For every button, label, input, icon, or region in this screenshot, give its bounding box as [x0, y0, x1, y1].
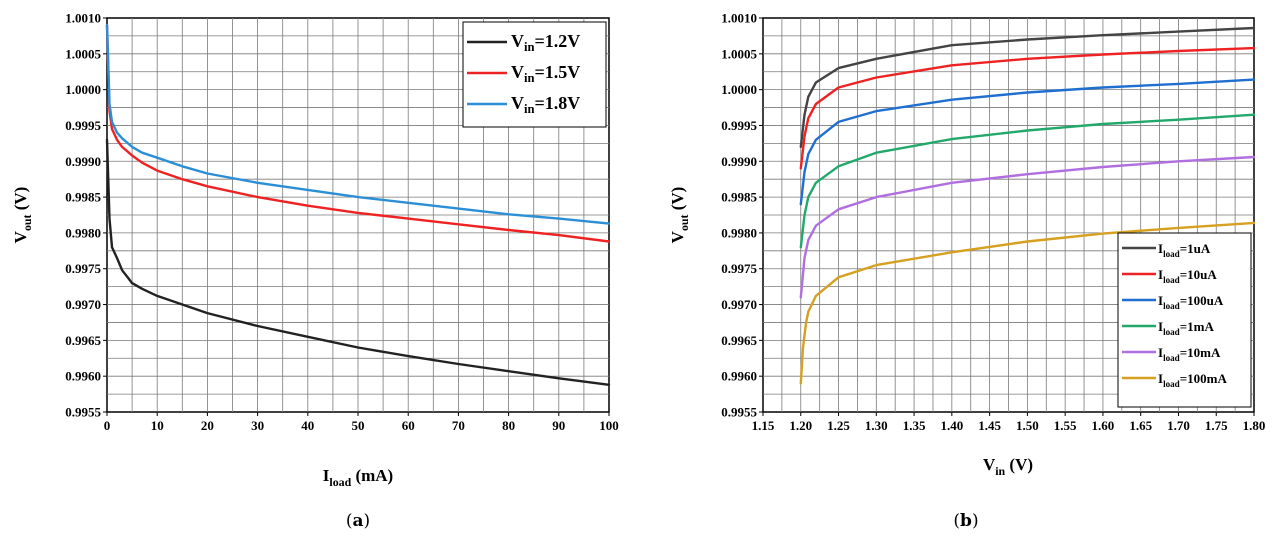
- y-tick-label: 1.0010: [65, 11, 101, 26]
- series-group-b: [799, 26, 1256, 385]
- y-tick-label: 0.9985: [721, 190, 757, 205]
- x-tick-label: 40: [301, 418, 314, 433]
- grid-a: [107, 18, 609, 412]
- series-line-2: [105, 24, 611, 243]
- series-line-1: [799, 26, 1256, 149]
- legend-label-4: Iload=1mA: [1158, 319, 1214, 337]
- y-tick-label: 0.9975: [721, 261, 757, 276]
- x-axis-label-a: Iload (mA): [323, 466, 393, 489]
- caption-b: (b): [953, 511, 978, 531]
- y-tick-label: 1.0010: [721, 11, 757, 26]
- x-axis-label-b: Vin (V): [983, 455, 1033, 478]
- y-axis-label-a: Vout (V): [11, 187, 34, 244]
- chart-a: 1.0010 1.0005 1.0000 0.9995 0.9990 0.9985 0.99…: [11, 11, 619, 532]
- y-tick-label: 0.9970: [65, 297, 101, 312]
- y-tick-label: 0.9980: [721, 225, 757, 240]
- y-tick-labels-a: 1.0010 1.0005 1.0000 0.9995 0.9990 0.9985 0.99…: [65, 11, 107, 420]
- series-line-3: [799, 78, 1256, 206]
- y-tick-label: 0.9990: [721, 154, 757, 169]
- x-tick-label: 1.50: [1016, 418, 1039, 433]
- x-tick-label: 1.15: [752, 418, 775, 433]
- y-tick-label: 0.9955: [721, 405, 757, 420]
- x-tick-label: 1.80: [1243, 418, 1266, 433]
- x-tick-label: 10: [151, 418, 164, 433]
- y-tick-label: 0.9975: [65, 261, 101, 276]
- x-tick-label: 100: [599, 418, 619, 433]
- x-tick-label: 1.30: [865, 418, 888, 433]
- y-tick-label: 0.9955: [65, 405, 101, 420]
- legend-label-2: Vin=1.5V: [511, 62, 580, 85]
- x-tick-label: 1.40: [940, 418, 963, 433]
- x-tick-label: 1.75: [1205, 418, 1228, 433]
- x-tick-label: 90: [552, 418, 565, 433]
- series-group-a: [105, 24, 611, 386]
- legend-label-2: Iload=10uA: [1158, 267, 1217, 285]
- legend-label-5: Iload=10mA: [1158, 345, 1221, 363]
- x-tick-label: 30: [251, 418, 264, 433]
- y-tick-label: 0.9980: [65, 225, 101, 240]
- chart-b: 1.0010 1.0005 1.0000 0.9995 0.9990 0.9985 0.99…: [668, 11, 1265, 532]
- x-tick-label: 1.45: [978, 418, 1001, 433]
- y-tick-label: 0.9970: [721, 297, 757, 312]
- legend-box-a: [462, 21, 607, 128]
- legend-b: Iload=1uA Iload=10uA Iload=100uA Iload=1mA I…: [1117, 232, 1252, 408]
- series-line-5: [799, 155, 1256, 299]
- y-tick-label: 1.0000: [65, 82, 101, 97]
- y-tick-label: 1.0005: [65, 46, 101, 61]
- y-tick-label: 1.0005: [721, 46, 757, 61]
- y-tick-label: 0.9960: [721, 369, 757, 384]
- x-tick-label: 70: [452, 418, 465, 433]
- series-line-4: [799, 113, 1256, 249]
- x-tick-labels-a: 0 10 20 30 40 50 60 70 80 90 100: [104, 412, 619, 433]
- series-line-2: [799, 46, 1256, 170]
- y-axis-label-b: Vout (V): [668, 187, 691, 244]
- x-tick-label: 60: [402, 418, 415, 433]
- series-line-3: [105, 24, 611, 225]
- y-tick-labels-b: 1.0010 1.0005 1.0000 0.9995 0.9990 0.9985 0.99…: [721, 11, 763, 420]
- x-tick-label: 80: [502, 418, 515, 433]
- legend-label-1: Iload=1uA: [1158, 241, 1211, 259]
- x-tick-label: 1.20: [789, 418, 812, 433]
- legend-label-3: Iload=100uA: [1158, 293, 1224, 311]
- x-tick-label: 20: [201, 418, 214, 433]
- x-tick-label: 1.60: [1092, 418, 1115, 433]
- y-tick-label: 0.9995: [65, 118, 101, 133]
- x-tick-label: 1.55: [1054, 418, 1077, 433]
- series-line-6: [799, 221, 1256, 385]
- x-tick-label: 1.35: [903, 418, 926, 433]
- legend-a: Vin=1.2V Vin=1.5V Vin=1.8V: [462, 21, 607, 128]
- series-line-1: [105, 138, 611, 386]
- caption-a: (a): [346, 511, 370, 531]
- legend-label-6: Iload=100mA: [1158, 371, 1227, 389]
- legend-label-3: Vin=1.8V: [511, 93, 580, 116]
- x-tick-label: 0: [104, 418, 111, 433]
- y-tick-label: 1.0000: [721, 82, 757, 97]
- y-tick-label: 0.9990: [65, 154, 101, 169]
- y-tick-label: 0.9960: [65, 369, 101, 384]
- y-tick-label: 0.9995: [721, 118, 757, 133]
- x-tick-labels-b: 1.15 1.20 1.25 1.30 1.35 1.40 1.45 1.50 1.55 1.60…: [752, 412, 1266, 433]
- y-tick-label: 0.9965: [65, 333, 101, 348]
- x-tick-label: 1.25: [827, 418, 850, 433]
- x-tick-label: 1.70: [1167, 418, 1190, 433]
- legend-label-1: Vin=1.2V: [511, 31, 580, 54]
- x-tick-label: 1.65: [1129, 418, 1152, 433]
- y-tick-label: 0.9985: [65, 190, 101, 205]
- x-tick-label: 50: [352, 418, 365, 433]
- y-tick-label: 0.9965: [721, 333, 757, 348]
